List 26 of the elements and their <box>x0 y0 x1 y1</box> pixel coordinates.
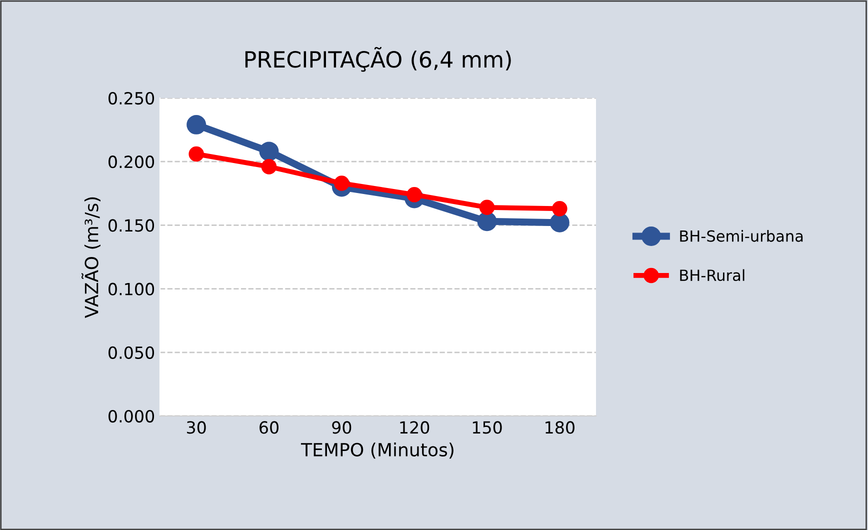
legend-label: BH-Semi-urbana <box>680 230 803 242</box>
y-tick-label: 0.150 <box>108 219 154 232</box>
y-tick-label: 0.000 <box>108 410 154 423</box>
x-tick-label: 60 <box>260 421 278 434</box>
point <box>552 201 568 216</box>
point <box>186 114 206 134</box>
chart-title: PRECIPITAÇÃO (6,4 mm) <box>245 47 511 72</box>
x-tick-label: 90 <box>332 421 352 434</box>
point <box>477 212 497 232</box>
y-tick-label: 0.100 <box>108 282 154 296</box>
x-tick-label: 120 <box>400 421 430 434</box>
y-tick-label: 0.200 <box>108 156 154 168</box>
point <box>259 142 279 162</box>
legend-label: BH-Rural <box>680 269 744 282</box>
x-tick-label: 150 <box>472 421 502 434</box>
y-tick-label: 0.250 <box>108 92 154 105</box>
y-axis-title: VAZÃO (m³/s) <box>82 197 100 318</box>
point <box>188 146 204 162</box>
x-tick-label: 30 <box>187 421 206 434</box>
x-tick-label: 180 <box>546 421 574 434</box>
point <box>261 159 277 174</box>
y-tick-label: 0.050 <box>108 346 154 359</box>
point <box>479 200 495 216</box>
point <box>550 212 570 232</box>
point <box>406 187 422 202</box>
x-axis-title: TEMPO (Minutos) <box>300 442 454 459</box>
